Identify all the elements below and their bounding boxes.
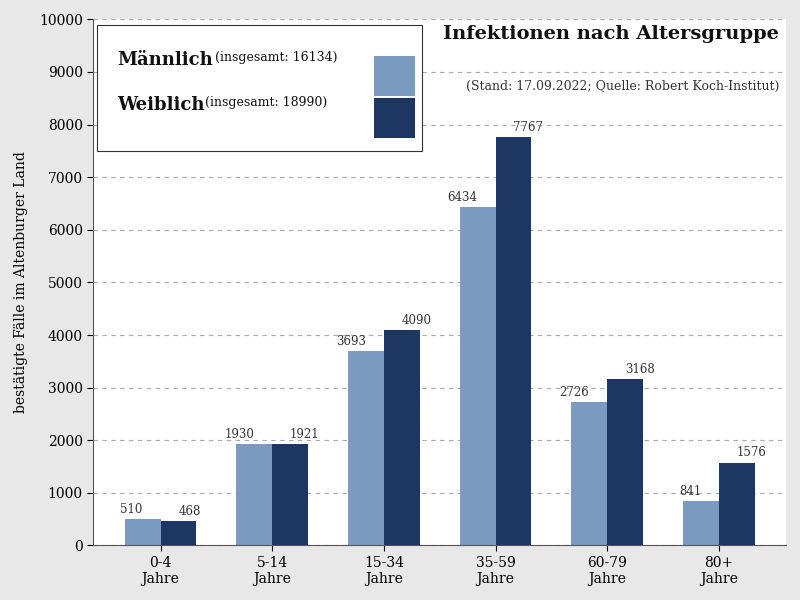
Text: 7767: 7767 (514, 121, 543, 134)
Text: (insgesamt: 16134): (insgesamt: 16134) (211, 51, 338, 64)
Bar (460, 207, 495, 545)
Text: Männlich: Männlich (118, 51, 214, 69)
Bar (272, 445, 308, 545)
Text: 841: 841 (678, 485, 701, 498)
Bar (161, 521, 196, 545)
Text: 1921: 1921 (290, 428, 320, 441)
Bar (374, 56, 415, 95)
Text: 1930: 1930 (225, 428, 254, 441)
Bar (571, 402, 607, 545)
Bar (374, 98, 415, 138)
Bar (607, 379, 643, 545)
FancyBboxPatch shape (97, 25, 422, 151)
Bar (495, 137, 531, 545)
Bar (348, 351, 384, 545)
Text: 6434: 6434 (448, 191, 478, 204)
Text: 468: 468 (178, 505, 201, 518)
Bar (125, 518, 161, 545)
Text: 3693: 3693 (336, 335, 366, 348)
Bar (719, 463, 754, 545)
Bar (683, 501, 719, 545)
Text: 510: 510 (120, 503, 142, 515)
Text: (insgesamt: 18990): (insgesamt: 18990) (201, 95, 327, 109)
Y-axis label: bestätigte Fälle im Altenburger Land: bestätigte Fälle im Altenburger Land (14, 152, 28, 413)
Text: Infektionen nach Altersgruppe: Infektionen nach Altersgruppe (443, 25, 779, 43)
Text: 4090: 4090 (402, 314, 432, 327)
Text: (Stand: 17.09.2022; Quelle: Robert Koch-Institut): (Stand: 17.09.2022; Quelle: Robert Koch-… (466, 80, 779, 93)
Text: 2726: 2726 (559, 386, 590, 399)
Bar (237, 444, 272, 545)
Text: 3168: 3168 (625, 362, 655, 376)
Bar (384, 331, 420, 545)
Text: 1576: 1576 (737, 446, 766, 460)
Text: Weiblich: Weiblich (118, 95, 205, 113)
